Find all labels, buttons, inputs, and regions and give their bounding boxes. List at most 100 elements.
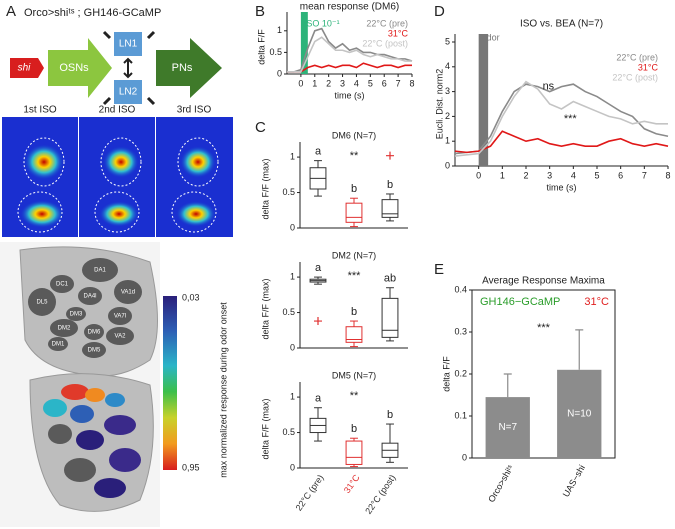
heatmap xyxy=(156,117,233,237)
chart-title: DM2 (N=7) xyxy=(332,250,376,260)
x-axis-label: time (s) xyxy=(335,90,365,100)
colorbar xyxy=(163,296,177,470)
y-tick-label: 0.1 xyxy=(454,410,467,420)
annotation: *** xyxy=(564,113,578,125)
heatmaps: 1st ISO 2nd ISO 3rd ISO xyxy=(2,105,233,237)
series-line xyxy=(454,130,669,154)
y-tick-label: 0 xyxy=(277,68,282,78)
y-axis-label: delta F/F (max) xyxy=(260,398,270,459)
plot-frame xyxy=(471,289,616,459)
series-line xyxy=(454,80,668,157)
significance: ** xyxy=(350,150,359,162)
chart-title: ISO vs. BEA (N=7) xyxy=(520,19,603,30)
glomerulus-label: DA1 xyxy=(94,268,106,274)
chart-title: DM5 (N=7) xyxy=(332,370,376,380)
x-tick-label: UAS−shi xyxy=(561,463,587,499)
y-axis-label: delta F/F xyxy=(256,29,266,65)
group-letter: b xyxy=(351,183,357,195)
group-letter: ab xyxy=(384,273,396,285)
ln-arrow xyxy=(123,57,133,79)
glomerulus-label: DC1 xyxy=(56,282,69,288)
x-tick-label: 0 xyxy=(298,78,303,88)
box xyxy=(381,297,399,338)
y-axis-label: delta F/F (max) xyxy=(260,278,270,339)
group-letter: b xyxy=(387,179,393,191)
y-tick-label: 1 xyxy=(290,271,295,281)
legend-entry: 22°C (post) xyxy=(362,38,408,48)
y-tick-label: 2 xyxy=(445,111,450,121)
bar-label: N=10 xyxy=(567,409,592,420)
legend-entry: 22°C (pre) xyxy=(366,18,408,28)
y-tick-label: 1 xyxy=(290,151,295,161)
y-tick-label: 1 xyxy=(445,136,450,146)
pn-arrow xyxy=(156,38,222,98)
x-axis-label: time (s) xyxy=(547,182,577,192)
y-tick-label: 3 xyxy=(445,86,450,96)
y-tick-label: 0.5 xyxy=(282,187,295,197)
panel-label: B xyxy=(255,3,265,20)
significance: ** xyxy=(350,390,359,402)
bar xyxy=(557,369,602,458)
glomerulus-label: VA2 xyxy=(115,334,127,340)
error-bar xyxy=(575,329,584,370)
colorbar-title: max normalized response during odor onse… xyxy=(218,302,228,478)
group-letter: b xyxy=(351,306,357,318)
glomerulus-label: VA7l xyxy=(114,314,126,320)
group-letter: a xyxy=(315,146,322,158)
ln2-box xyxy=(114,80,142,104)
glomerulus-label: DM2 xyxy=(58,326,71,332)
group-letter: a xyxy=(315,262,322,274)
legend-entry: 22°C (pre) xyxy=(616,52,658,62)
y-tick-label: 0.4 xyxy=(454,284,467,294)
image-title: 2nd ISO xyxy=(99,105,136,116)
x-tick-label: 6 xyxy=(618,170,623,180)
box xyxy=(345,326,363,343)
group-letter: b xyxy=(351,423,357,435)
node-label: shi xyxy=(18,63,32,74)
glomerulus-label: DM3 xyxy=(70,312,83,318)
chart-title: DM6 (N=7) xyxy=(332,130,376,140)
box xyxy=(345,202,363,223)
node-label: PNs xyxy=(172,62,193,74)
series-line xyxy=(287,27,413,73)
node-label: LN2 xyxy=(119,87,138,98)
colorbar-label: 0,03 xyxy=(182,292,200,302)
x-tick-label: 22°C (pre) xyxy=(294,473,326,513)
legend-entry: 31°C xyxy=(388,28,409,38)
box xyxy=(381,199,399,218)
panel-label: C xyxy=(255,119,266,136)
y-tick-label: 1 xyxy=(277,25,282,35)
series-line xyxy=(454,83,669,155)
glomerulus-label: DM6 xyxy=(88,330,101,336)
y-tick-label: 0 xyxy=(290,462,295,472)
panel-label: A xyxy=(6,3,16,20)
heatmap xyxy=(2,117,78,237)
y-tick-label: 0 xyxy=(290,342,295,352)
chart-title: Average Response Maxima xyxy=(482,276,605,287)
y-tick-label: 4 xyxy=(445,61,450,71)
node-label: LN1 xyxy=(119,39,138,50)
x-tick-label: Orco>shiᵗˢ xyxy=(486,463,515,504)
x-tick-label: 5 xyxy=(368,78,373,88)
annotation: ns xyxy=(543,81,555,93)
x-tick-label: 22°C (post) xyxy=(363,473,397,516)
y-tick-label: 0.2 xyxy=(454,368,467,378)
inhibition-arrows xyxy=(102,30,156,106)
error-bar xyxy=(503,373,512,398)
image-title: 1st ISO xyxy=(23,105,57,116)
legend-entry: 22°C (post) xyxy=(612,72,658,82)
bar-label: N=7 xyxy=(498,422,517,433)
y-tick-label: 0 xyxy=(445,160,450,170)
y-tick-label: 0 xyxy=(290,222,295,232)
x-tick-label: 5 xyxy=(594,170,599,180)
y-tick-label: 0.5 xyxy=(282,307,295,317)
annotation: 31°C xyxy=(584,296,609,308)
y-tick-label: 1 xyxy=(290,391,295,401)
y-tick-label: 0.5 xyxy=(269,47,282,57)
osn-arrow xyxy=(48,38,112,98)
y-tick-label: 5 xyxy=(445,36,450,46)
heatmap xyxy=(79,117,155,237)
x-tick-label: 31°C xyxy=(342,472,362,495)
x-tick-label: 1 xyxy=(312,78,317,88)
stimulus-bar xyxy=(478,34,489,166)
